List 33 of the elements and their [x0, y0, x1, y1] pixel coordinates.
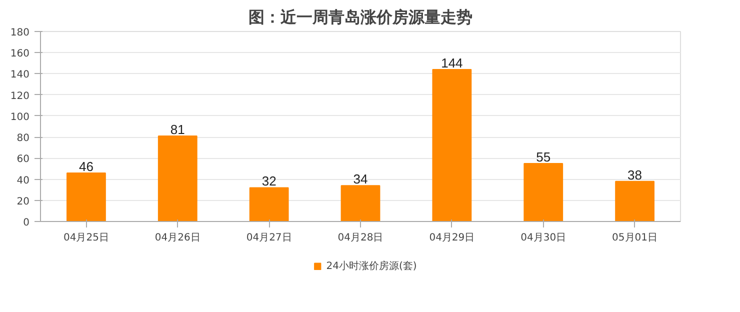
data-label: 32: [262, 174, 276, 189]
y-tick-label: 160: [10, 48, 30, 60]
y-tick-label: 180: [10, 28, 30, 38]
y-tick-label: 20: [16, 196, 30, 208]
bar: [432, 69, 472, 222]
x-tick-label: 04月28日: [338, 232, 384, 244]
y-tick-label: 100: [10, 112, 30, 123]
legend-label: 24小时涨价房源(套): [326, 260, 417, 273]
x-tick-label: 05月01日: [612, 232, 658, 244]
data-label: 144: [441, 56, 463, 70]
x-tick-label: 04月29日: [429, 232, 475, 244]
y-tick-label: 0: [23, 218, 30, 228]
y-tick-label: 60: [16, 154, 30, 166]
x-tick-label: 04月26日: [154, 232, 200, 244]
data-label: 81: [170, 122, 185, 137]
data-label: 55: [536, 149, 551, 164]
data-label: 34: [353, 172, 368, 187]
bar: [524, 162, 564, 222]
y-tick-label: 120: [10, 90, 30, 102]
bar: [66, 172, 106, 222]
y-tick-label: 140: [10, 70, 30, 81]
bar: [249, 187, 289, 222]
chart-title: 图：近一周青岛涨价房源量走势: [248, 8, 472, 26]
y-tick-label: 40: [16, 175, 30, 186]
data-label: 46: [78, 158, 94, 174]
y-tick-label: 80: [16, 133, 30, 144]
x-tick-label: 04月27日: [246, 232, 292, 244]
bar: [158, 136, 198, 222]
bar: [615, 180, 654, 222]
data-label: 38: [628, 167, 642, 182]
x-tick-label: 04月30日: [520, 232, 566, 244]
bar: [340, 185, 380, 222]
x-tick-label: 04月25日: [63, 232, 109, 244]
